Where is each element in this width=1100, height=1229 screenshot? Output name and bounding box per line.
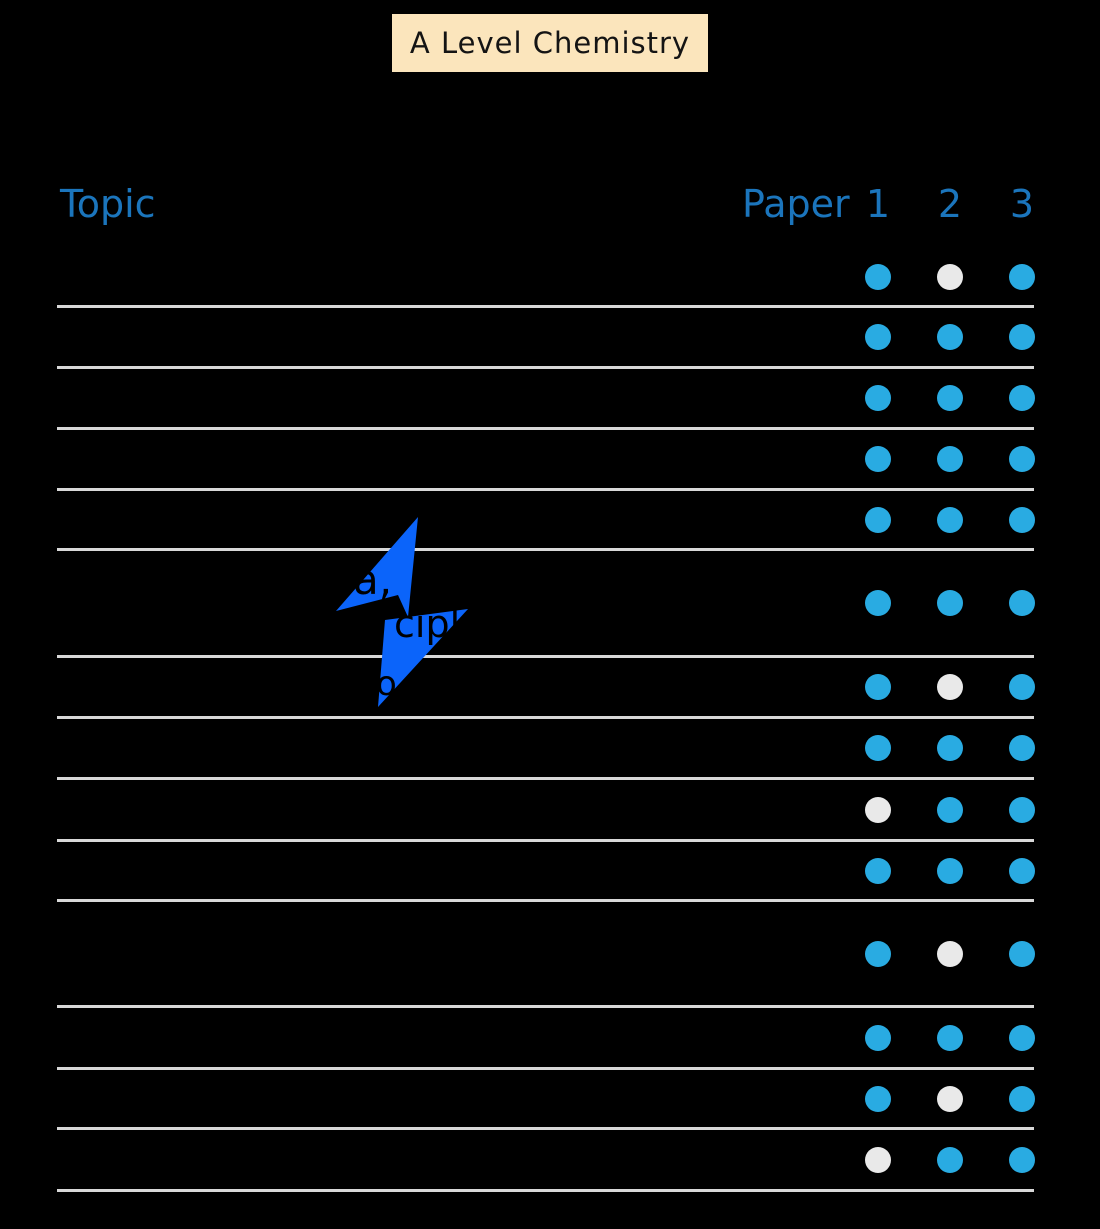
paper3-dot bbox=[1009, 324, 1035, 350]
paper1-dot bbox=[865, 590, 891, 616]
paper3-dot bbox=[1009, 263, 1035, 290]
paper3-dot bbox=[1009, 506, 1035, 533]
paper-1-column-label: 1 bbox=[865, 182, 891, 226]
paper2-dot bbox=[937, 940, 963, 967]
paper2-dot bbox=[937, 1146, 963, 1173]
paper2-dot bbox=[937, 446, 963, 472]
paper2-dot bbox=[937, 1024, 963, 1051]
paper1-dot bbox=[865, 674, 891, 700]
table-row bbox=[57, 658, 1035, 719]
paper3-dot bbox=[1009, 674, 1035, 700]
table-row bbox=[57, 780, 1035, 842]
paper1-dot bbox=[865, 735, 891, 761]
paper1-dot bbox=[865, 385, 891, 411]
paper3-dot bbox=[1009, 735, 1035, 761]
paper2-dot bbox=[937, 674, 963, 700]
paper2-dot bbox=[937, 506, 963, 533]
paper2-dot bbox=[937, 1085, 963, 1112]
paper3-dot bbox=[1009, 940, 1035, 967]
paper2-dot bbox=[937, 590, 963, 616]
title-badge: A Level Chemistry bbox=[392, 14, 708, 72]
paper1-dot bbox=[865, 1146, 891, 1173]
paper3-dot bbox=[1009, 1085, 1035, 1112]
paper3-dot bbox=[1009, 385, 1035, 411]
table-row bbox=[57, 308, 1035, 369]
paper-2-column-label: 2 bbox=[937, 182, 963, 226]
table-row bbox=[57, 1008, 1035, 1070]
paper2-dot bbox=[937, 796, 963, 823]
paper2-dot bbox=[937, 735, 963, 761]
paper1-dot bbox=[865, 263, 891, 290]
table-row bbox=[57, 430, 1035, 491]
paper3-dot bbox=[1009, 446, 1035, 472]
paper3-dot bbox=[1009, 857, 1035, 884]
paper-column-header: Paper bbox=[742, 182, 850, 226]
table-row bbox=[57, 551, 1035, 658]
paper2-dot bbox=[937, 385, 963, 411]
paper1-dot bbox=[865, 506, 891, 533]
paper1-dot bbox=[865, 1085, 891, 1112]
topic-text-fragment: cipl bbox=[394, 602, 461, 646]
paper2-dot bbox=[937, 263, 963, 290]
paper2-dot bbox=[937, 324, 963, 350]
paper1-dot bbox=[865, 857, 891, 884]
paper1-dot bbox=[865, 796, 891, 823]
paper2-dot bbox=[937, 857, 963, 884]
topic-text-fragment: a, bbox=[353, 555, 393, 604]
topics-table bbox=[57, 248, 1035, 1192]
table-row bbox=[57, 1070, 1035, 1130]
table-row bbox=[57, 369, 1035, 430]
paper1-dot bbox=[865, 940, 891, 967]
paper3-dot bbox=[1009, 590, 1035, 616]
paper1-dot bbox=[865, 1024, 891, 1051]
table-row bbox=[57, 248, 1035, 308]
table-row bbox=[57, 1130, 1035, 1192]
page-title: A Level Chemistry bbox=[409, 26, 691, 60]
paper1-dot bbox=[865, 324, 891, 350]
table-row bbox=[57, 491, 1035, 551]
paper3-dot bbox=[1009, 1146, 1035, 1173]
table-row bbox=[57, 902, 1035, 1008]
paper3-dot bbox=[1009, 796, 1035, 823]
topic-text-fragment: o bbox=[376, 664, 397, 704]
paper1-dot bbox=[865, 446, 891, 472]
table-row bbox=[57, 719, 1035, 780]
paper-3-column-label: 3 bbox=[1009, 182, 1035, 226]
paper3-dot bbox=[1009, 1024, 1035, 1051]
topic-column-header: Topic bbox=[60, 182, 156, 226]
table-row bbox=[57, 842, 1035, 902]
